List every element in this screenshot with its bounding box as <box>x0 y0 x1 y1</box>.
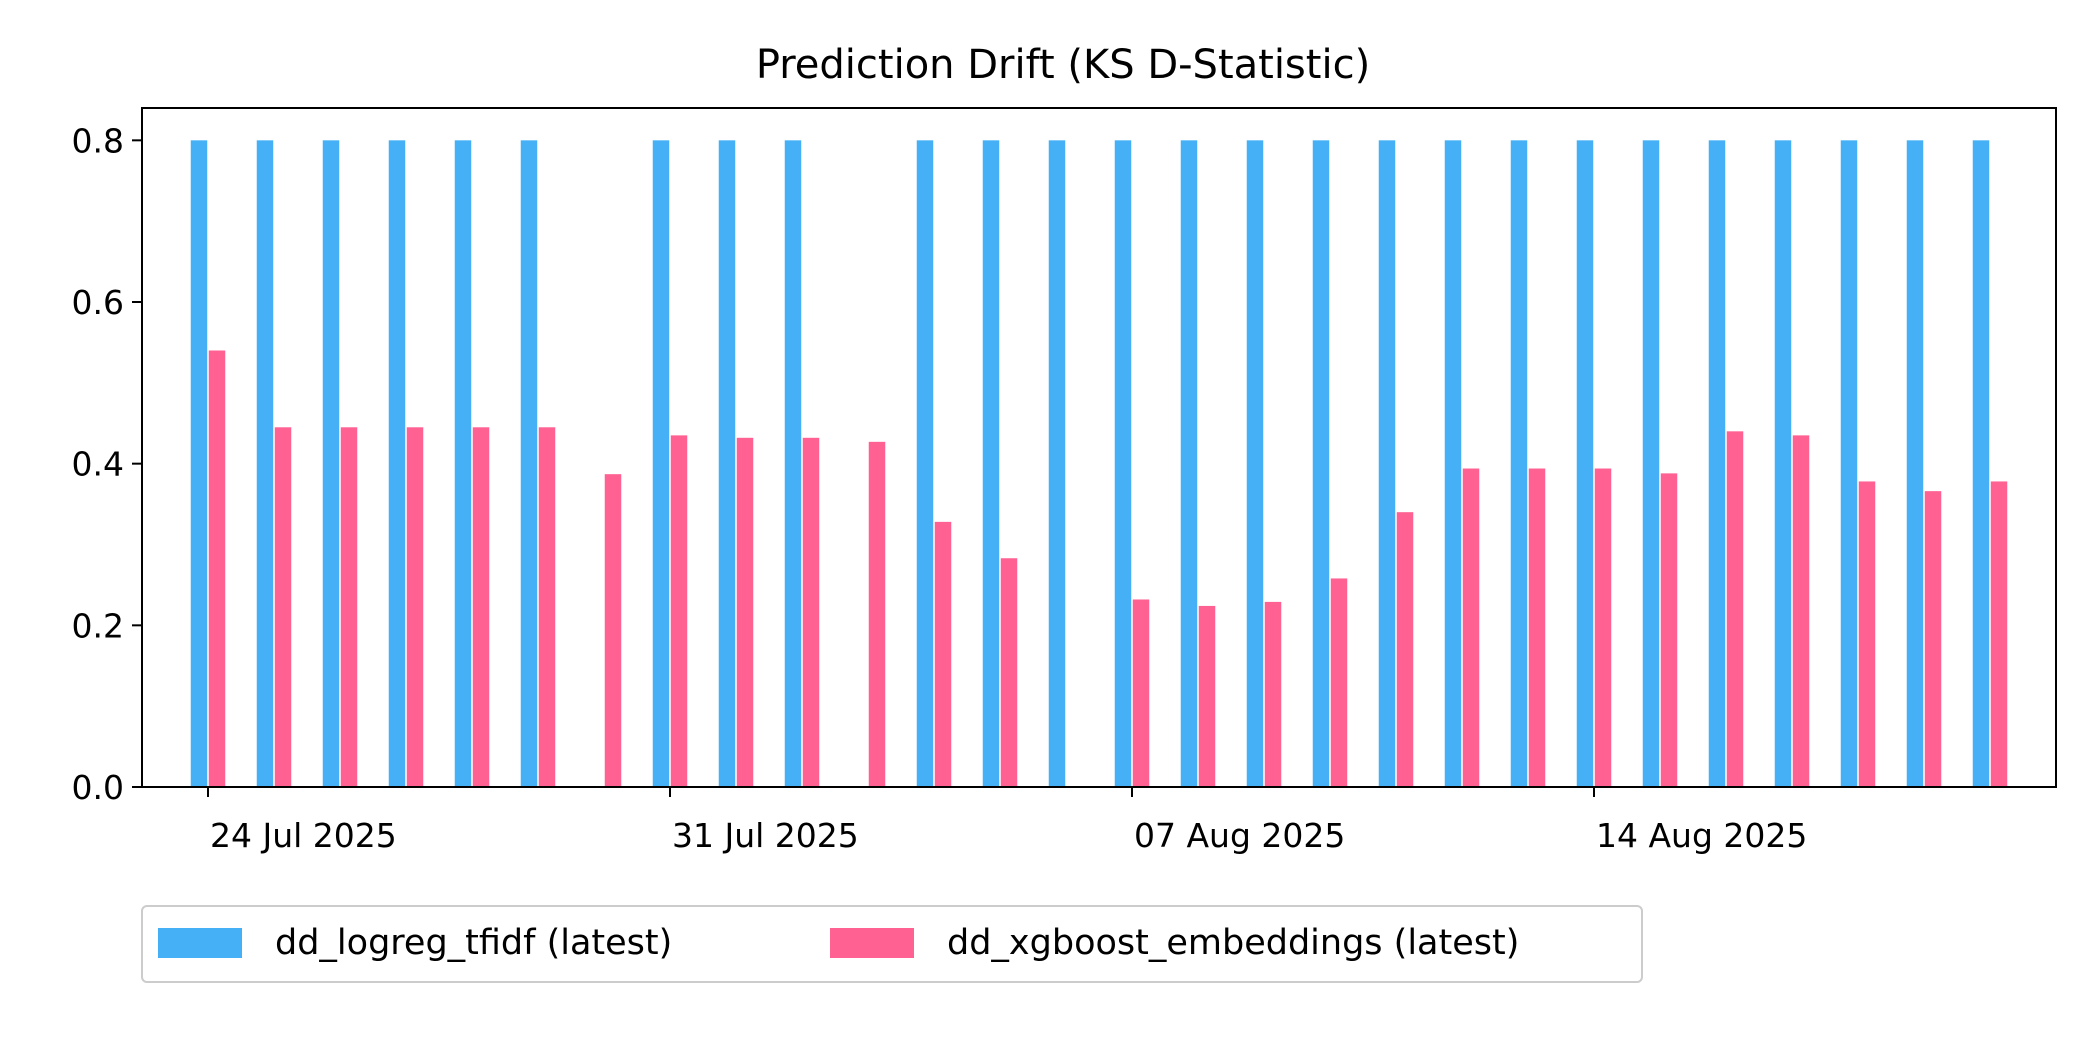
bar-xgboost-2025-07-24 <box>208 350 226 787</box>
bar-xgboost-2025-08-17 <box>1792 435 1810 787</box>
bar-logreg-2025-07-27 <box>388 140 406 787</box>
bar-xgboost-2025-08-14 <box>1594 468 1612 787</box>
bar-logreg-2025-08-12 <box>1444 140 1462 787</box>
bar-xgboost-2025-08-19 <box>1924 491 1942 787</box>
legend[interactable]: dd_logreg_tfidf (latest) dd_xgboost_embed… <box>141 905 1643 983</box>
bar-logreg-2025-08-04 <box>916 140 934 787</box>
legend-swatch-logreg[interactable] <box>158 928 242 958</box>
bar-logreg-2025-08-01 <box>718 140 736 787</box>
bars <box>190 140 2008 787</box>
bar-logreg-2025-07-28 <box>454 140 472 787</box>
bar-xgboost-2025-08-07 <box>1132 599 1150 787</box>
y-axis: 0.0 0.2 0.4 0.6 0.8 <box>72 121 142 807</box>
bar-xgboost-2025-07-31 <box>670 435 688 787</box>
bar-xgboost-2025-08-02 <box>802 437 820 787</box>
bar-xgboost-2025-08-18 <box>1858 481 1876 787</box>
bar-logreg-2025-08-11 <box>1378 140 1396 787</box>
bar-xgboost-2025-08-01 <box>736 437 754 787</box>
y-tick-label: 0.2 <box>72 606 124 645</box>
bar-logreg-2025-08-18 <box>1840 140 1858 787</box>
bar-logreg-2025-08-05 <box>982 140 1000 787</box>
bar-logreg-2025-08-06 <box>1048 140 1066 787</box>
bar-logreg-2025-08-02 <box>784 140 802 787</box>
bar-logreg-2025-08-14 <box>1576 140 1594 787</box>
bar-logreg-2025-08-13 <box>1510 140 1528 787</box>
bar-logreg-2025-07-24 <box>190 140 208 787</box>
legend-label-xgboost[interactable]: dd_xgboost_embeddings (latest) <box>947 923 1519 963</box>
bar-logreg-2025-08-15 <box>1642 140 1660 787</box>
y-tick-label: 0.4 <box>72 445 124 484</box>
y-tick-label: 0.0 <box>72 768 124 807</box>
y-tick-label: 0.6 <box>72 283 124 322</box>
bar-xgboost-2025-08-09 <box>1264 601 1282 787</box>
bar-xgboost-2025-08-04 <box>934 521 952 787</box>
bar-logreg-2025-08-07 <box>1114 140 1132 787</box>
bar-logreg-2025-07-29 <box>520 140 538 787</box>
x-axis: 24 Jul 2025 31 Jul 2025 07 Aug 2025 14 Aug … <box>207 787 1807 855</box>
bar-xgboost-2025-07-28 <box>472 427 490 787</box>
bar-logreg-2025-08-16 <box>1708 140 1726 787</box>
x-tick-label: 14 Aug 2025 <box>1596 816 1807 855</box>
bar-logreg-2025-08-17 <box>1774 140 1792 787</box>
bar-xgboost-2025-07-30 <box>604 474 622 787</box>
y-tick-label: 0.8 <box>72 121 124 160</box>
x-tick-label: 31 Jul 2025 <box>672 816 859 855</box>
bar-xgboost-2025-08-08 <box>1198 605 1216 787</box>
x-tick-label: 24 Jul 2025 <box>210 816 397 855</box>
plot-frame <box>141 107 2057 788</box>
bar-xgboost-2025-08-03 <box>868 441 886 787</box>
legend-swatch-xgboost[interactable] <box>830 928 914 958</box>
bar-logreg-2025-08-20 <box>1972 140 1990 787</box>
x-tick-label: 07 Aug 2025 <box>1134 816 1345 855</box>
bar-logreg-2025-07-31 <box>652 140 670 787</box>
bar-xgboost-2025-07-25 <box>274 427 292 787</box>
bar-logreg-2025-08-09 <box>1246 140 1264 787</box>
bar-xgboost-2025-07-27 <box>406 427 424 787</box>
bar-xgboost-2025-08-11 <box>1396 512 1414 787</box>
legend-label-logreg[interactable]: dd_logreg_tfidf (latest) <box>275 923 672 963</box>
bar-logreg-2025-07-25 <box>256 140 274 787</box>
bar-logreg-2025-08-10 <box>1312 140 1330 787</box>
bar-logreg-2025-08-08 <box>1180 140 1198 787</box>
bar-xgboost-2025-08-12 <box>1462 468 1480 787</box>
bar-xgboost-2025-08-15 <box>1660 473 1678 787</box>
bar-xgboost-2025-08-10 <box>1330 578 1348 787</box>
chart-title: Prediction Drift (KS D-Statistic) <box>756 42 1370 88</box>
bar-xgboost-2025-08-16 <box>1726 431 1744 787</box>
bar-xgboost-2025-07-29 <box>538 427 556 787</box>
bar-xgboost-2025-08-20 <box>1990 481 2008 787</box>
bar-xgboost-2025-08-13 <box>1528 468 1546 787</box>
bar-xgboost-2025-07-26 <box>340 427 358 787</box>
bar-logreg-2025-07-26 <box>322 140 340 787</box>
bar-xgboost-2025-08-05 <box>1000 558 1018 787</box>
bar-logreg-2025-08-19 <box>1906 140 1924 787</box>
